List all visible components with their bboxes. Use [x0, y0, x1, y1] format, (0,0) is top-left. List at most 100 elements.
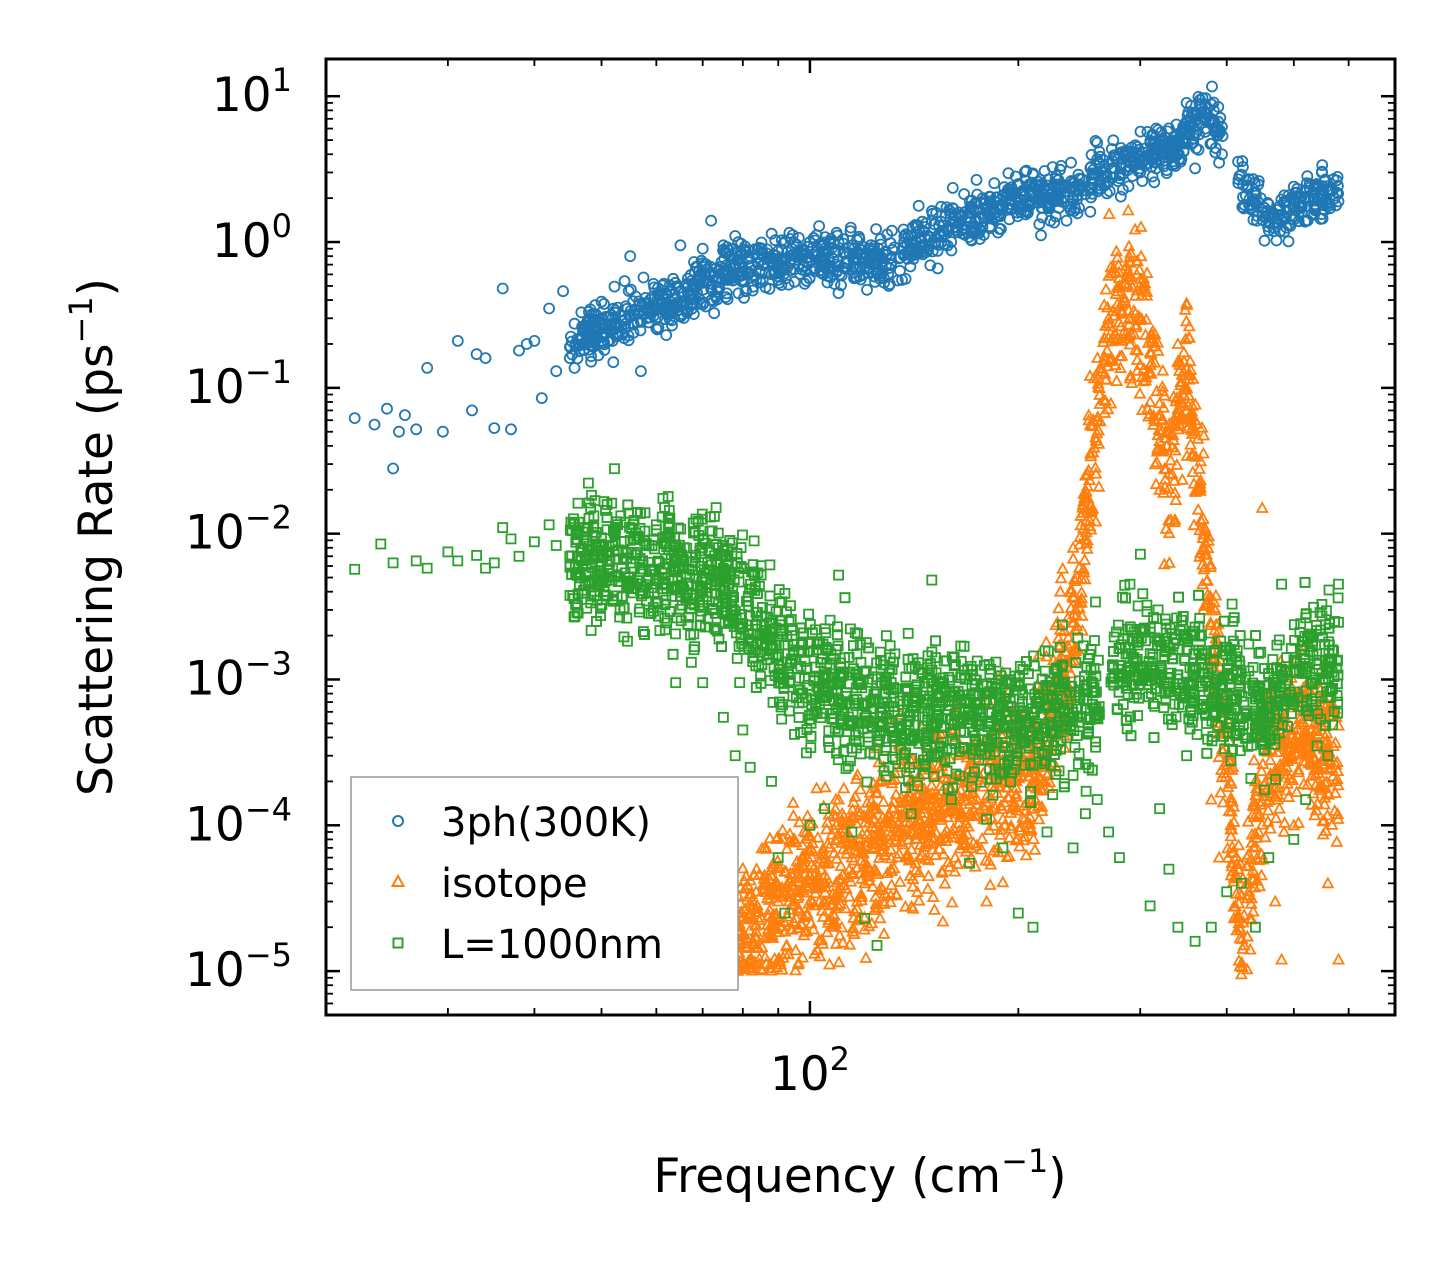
data-point [621, 612, 633, 624]
data-point [935, 713, 947, 725]
data-point [863, 785, 877, 798]
data-point [1050, 769, 1062, 780]
data-point [1165, 714, 1177, 725]
data-point [762, 633, 774, 645]
data-point [1143, 345, 1157, 358]
data-point [935, 765, 949, 778]
data-point [1174, 378, 1188, 391]
data-point [442, 546, 454, 558]
data-point [1234, 655, 1245, 667]
data-point [930, 635, 941, 647]
data-point [1323, 584, 1335, 596]
data-point [1068, 640, 1082, 653]
data-point [646, 540, 658, 552]
data-point [912, 893, 926, 906]
data-point [854, 679, 866, 690]
series-0 [348, 80, 1345, 475]
data-point [1237, 729, 1249, 741]
data-point [683, 611, 695, 623]
data-point [1102, 311, 1116, 324]
data-point [835, 920, 849, 933]
data-point [1245, 773, 1257, 784]
data-point [1091, 371, 1105, 384]
data-point [937, 847, 951, 860]
data-point [564, 590, 576, 601]
data-point [1067, 572, 1082, 585]
data-point [1318, 700, 1332, 712]
data-point [1300, 612, 1312, 624]
data-point [1259, 784, 1270, 796]
data-point [1168, 486, 1182, 498]
data-point [1052, 601, 1066, 614]
data-point [941, 743, 953, 755]
data-point [800, 906, 814, 919]
data-point [1331, 778, 1345, 791]
data-point [1196, 446, 1210, 459]
data-point [608, 526, 620, 538]
data-point [1022, 769, 1036, 782]
data-point [985, 734, 997, 746]
data-point [1323, 639, 1335, 651]
data-point [1301, 747, 1315, 760]
data-point [1007, 798, 1021, 811]
data-point [1292, 765, 1306, 778]
data-point [657, 583, 668, 595]
data-point [985, 802, 1000, 815]
data-point [1202, 529, 1216, 542]
data-point [1008, 764, 1020, 775]
data-point [1181, 398, 1195, 411]
data-point [776, 628, 788, 640]
data-point [1297, 777, 1311, 789]
data-point [1110, 374, 1124, 387]
data-point [885, 776, 899, 789]
data-point [1284, 747, 1298, 760]
data-point [748, 918, 762, 931]
data-point [796, 637, 807, 649]
data-point [843, 652, 855, 663]
data-point [1097, 349, 1112, 362]
data-point [607, 525, 619, 536]
data-point [1028, 650, 1039, 662]
data-point [1214, 763, 1229, 775]
data-point [1162, 424, 1176, 437]
data-point [1140, 284, 1154, 297]
data-point [1242, 911, 1257, 924]
data-point [688, 628, 700, 640]
data-point [626, 523, 637, 535]
data-point [1117, 291, 1131, 303]
data-point [833, 569, 844, 581]
data-point [1278, 708, 1289, 720]
data-point [1290, 722, 1304, 735]
data-point [1004, 806, 1018, 818]
data-point [1269, 811, 1283, 824]
data-point [1189, 662, 1200, 673]
data-point [766, 857, 780, 870]
series-1 [716, 203, 1346, 980]
data-point [781, 878, 795, 891]
data-point [1331, 807, 1345, 820]
data-point [1091, 794, 1103, 805]
data-point [1263, 679, 1275, 691]
data-point [654, 625, 666, 636]
data-point [1272, 781, 1286, 793]
data-point [1113, 668, 1125, 680]
data-point [941, 855, 955, 867]
series-2 [349, 463, 1344, 951]
data-point [1204, 557, 1218, 570]
data-point [822, 957, 837, 970]
data-point [770, 878, 784, 891]
data-point [664, 513, 676, 524]
data-point [480, 562, 491, 574]
data-point [1206, 735, 1218, 747]
data-point [894, 790, 908, 803]
data-point [951, 857, 965, 869]
data-point [800, 924, 814, 936]
data-point [713, 633, 725, 645]
data-point [995, 670, 1007, 682]
data-point [1193, 589, 1204, 601]
data-point [1030, 702, 1042, 714]
data-point [994, 798, 1008, 811]
data-point [1252, 807, 1266, 819]
data-point [778, 886, 792, 899]
data-point [735, 618, 747, 630]
